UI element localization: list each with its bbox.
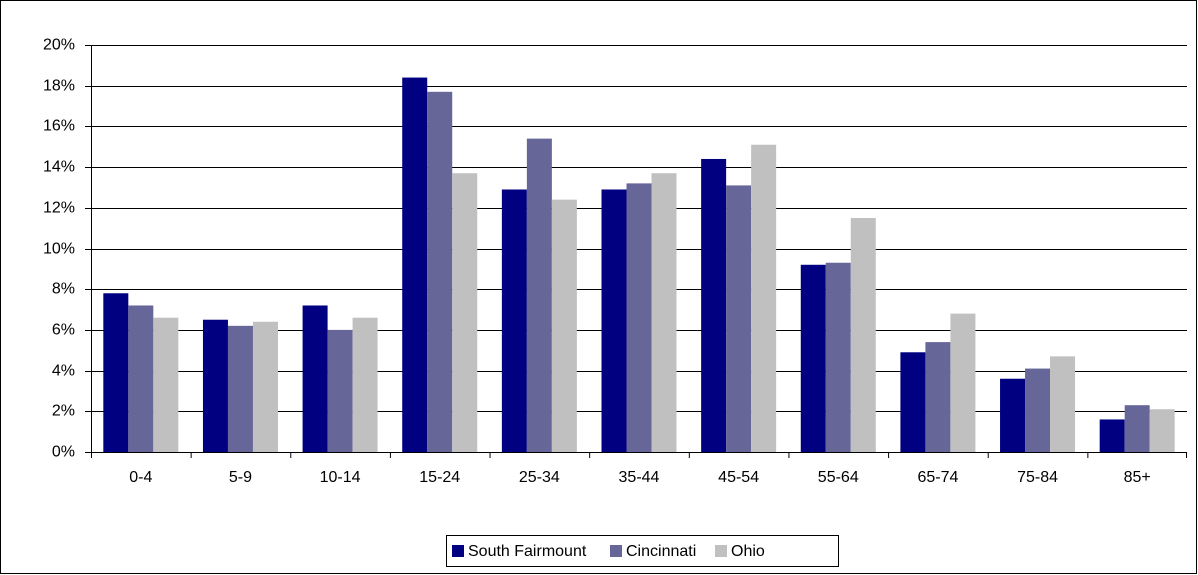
- bar: [551, 199, 577, 452]
- bar: [1124, 405, 1150, 452]
- bar: [800, 264, 826, 452]
- x-tick-label: 65-74: [917, 469, 958, 486]
- bar: [1000, 378, 1026, 452]
- y-tick-label: 2%: [52, 403, 75, 420]
- x-tick-label: 35-44: [619, 469, 660, 486]
- x-tick-label: 85+: [1124, 469, 1151, 486]
- legend-swatch: [610, 545, 622, 557]
- bar: [651, 173, 677, 452]
- bar: [850, 217, 876, 452]
- bar: [601, 189, 627, 453]
- bar: [1025, 368, 1051, 452]
- legend-box: [446, 535, 839, 567]
- bar: [751, 144, 777, 452]
- bar: [202, 319, 228, 452]
- y-tick-label: 0%: [52, 444, 75, 461]
- bar: [900, 352, 926, 452]
- x-tick-label: 55-64: [818, 469, 859, 486]
- legend-label: South Fairmount: [468, 543, 587, 560]
- bar: [128, 305, 154, 452]
- bar: [103, 293, 129, 452]
- x-tick-label: 15-24: [419, 469, 460, 486]
- x-tick-label: 10-14: [320, 469, 361, 486]
- bar: [327, 329, 353, 452]
- bar: [452, 173, 478, 452]
- bar: [302, 305, 328, 452]
- bar: [252, 321, 278, 452]
- bar: [153, 317, 179, 452]
- y-tick-label: 4%: [52, 363, 75, 380]
- x-tick-label: 25-34: [519, 469, 560, 486]
- legend-swatch: [452, 545, 464, 557]
- bar: [1149, 409, 1175, 452]
- bar: [526, 138, 552, 453]
- x-tick-label: 45-54: [718, 469, 759, 486]
- bar: [626, 183, 652, 452]
- y-tick-label: 18%: [43, 78, 75, 95]
- x-tick-label: 5-9: [229, 469, 252, 486]
- bar: [1099, 419, 1125, 452]
- bar: [701, 158, 727, 452]
- y-tick-label: 14%: [43, 159, 75, 176]
- bar: [402, 77, 428, 452]
- bar: [352, 317, 378, 452]
- bar: [925, 342, 951, 452]
- x-tick-label: 75-84: [1017, 469, 1058, 486]
- y-tick-label: 12%: [43, 200, 75, 217]
- legend-label: Ohio: [731, 543, 765, 560]
- bar: [825, 262, 851, 452]
- bar: [227, 325, 253, 452]
- bar: [427, 91, 453, 453]
- bar: [726, 185, 752, 453]
- y-tick-label: 20%: [43, 37, 75, 54]
- legend-swatch: [715, 545, 727, 557]
- y-tick-label: 6%: [52, 322, 75, 339]
- legend-label: Cincinnati: [626, 543, 696, 560]
- y-tick-label: 10%: [43, 241, 75, 258]
- bar: [501, 189, 527, 453]
- y-tick-label: 16%: [43, 118, 75, 135]
- bar: [950, 313, 976, 452]
- x-tick-label: 0-4: [129, 469, 152, 486]
- bar: [1050, 356, 1076, 452]
- y-tick-label: 8%: [52, 281, 75, 298]
